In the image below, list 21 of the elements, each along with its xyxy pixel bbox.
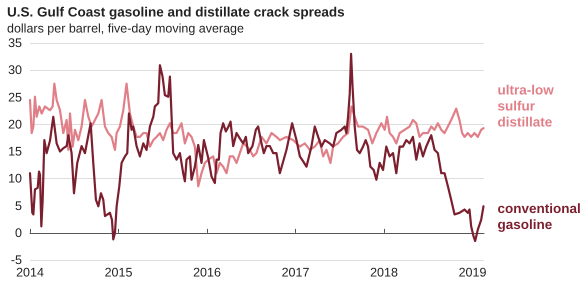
y-tick-label: 10	[8, 172, 22, 186]
x-tick-label: 2019	[458, 266, 486, 280]
y-tick-label: 20	[8, 117, 22, 132]
y-tick-label: 25	[8, 90, 22, 104]
y-tick-label: 15	[8, 144, 22, 158]
x-tick-label: 2017	[282, 266, 310, 280]
x-tick-label: 2015	[104, 266, 132, 280]
y-tick-label: 35	[8, 36, 22, 50]
chart-subtitle: dollars per barrel, five-day moving average	[7, 22, 244, 36]
series-label: ultra-low sulfur distillate	[497, 82, 558, 130]
line-series	[28, 82, 485, 188]
chart-title: U.S. Gulf Coast gasoline and distillate crack spreads	[7, 4, 345, 20]
y-tick-label: -5	[10, 253, 22, 267]
y-tick-label: 5	[15, 198, 22, 213]
x-tick-label: 2018	[370, 266, 398, 280]
y-tick-label: 0	[15, 226, 22, 240]
y-tick-label: 30	[8, 63, 22, 78]
series-label: conventional gasoline	[497, 200, 584, 232]
line-series	[28, 52, 485, 242]
x-tick-label: 2016	[193, 266, 221, 280]
x-tick-label: 2014	[16, 266, 44, 280]
